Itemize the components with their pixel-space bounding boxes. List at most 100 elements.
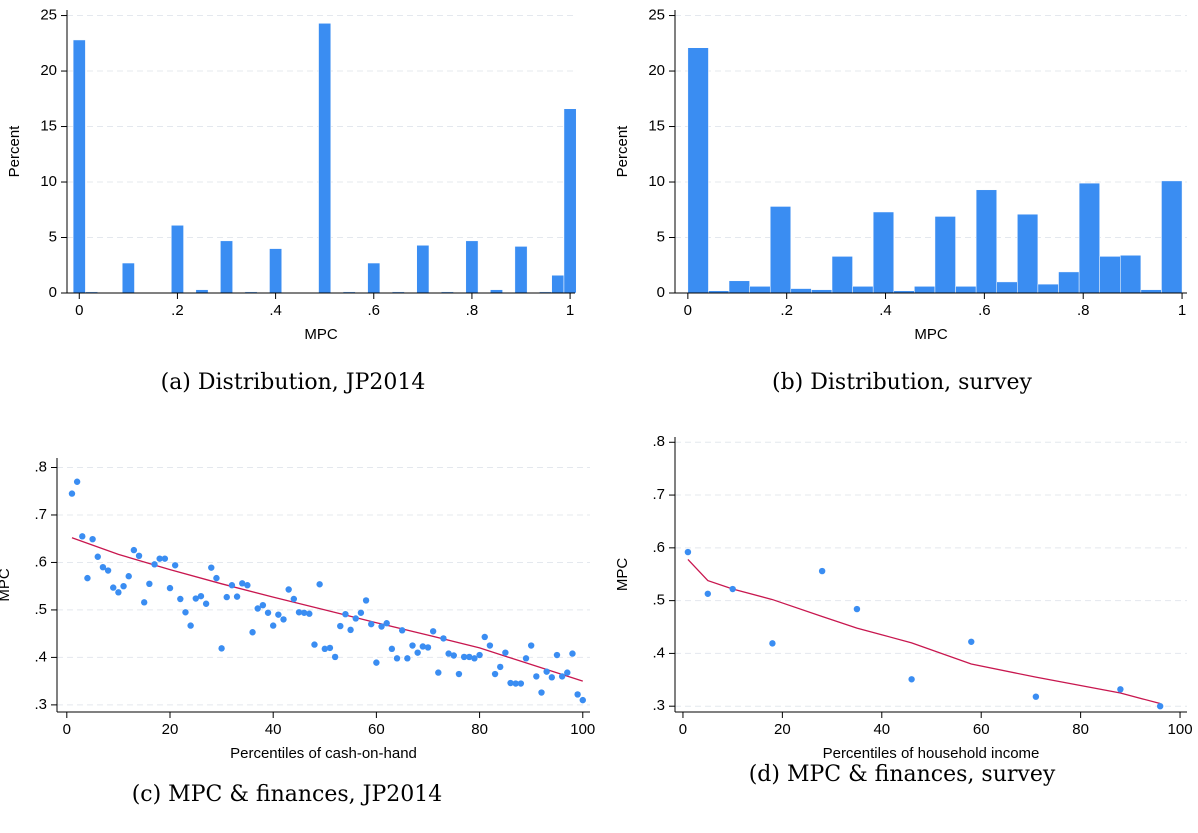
bar: [749, 286, 771, 294]
bar: [171, 225, 184, 294]
point: [378, 623, 385, 630]
point: [548, 674, 556, 681]
point: [68, 490, 76, 497]
point: [295, 609, 303, 616]
bar: [1120, 255, 1142, 294]
point: [491, 670, 499, 678]
y-tick-label: 25: [648, 7, 665, 24]
point: [130, 546, 138, 554]
y-tick-label: 25: [40, 7, 57, 24]
y-tick-label: 10: [40, 173, 57, 190]
y-tick-label: .3: [652, 697, 665, 714]
point: [244, 582, 251, 589]
x-tick-label: 20: [162, 721, 179, 738]
y-axis-label: MPC: [614, 558, 631, 592]
point: [182, 609, 189, 616]
point: [481, 633, 488, 641]
y-tick-label: .4: [652, 644, 665, 661]
point: [306, 610, 313, 617]
point: [383, 620, 390, 627]
bar: [563, 108, 577, 294]
point: [455, 670, 463, 678]
x-tick-label: .6: [978, 302, 991, 319]
y-tick-label: 15: [648, 117, 665, 134]
point: [569, 650, 576, 657]
point: [156, 555, 163, 562]
point: [228, 582, 236, 589]
x-axis-label: MPC: [304, 326, 338, 343]
point: [223, 593, 230, 601]
point: [89, 535, 96, 543]
x-tick-label: 1: [1178, 302, 1186, 319]
bar: [318, 23, 332, 294]
point: [161, 555, 169, 562]
point: [460, 653, 468, 661]
y-tick-label: 5: [657, 228, 665, 245]
point: [445, 650, 452, 657]
x-tick-label: 100: [570, 721, 595, 738]
point: [429, 628, 437, 635]
point: [512, 680, 519, 687]
point: [166, 584, 174, 592]
x-tick-label: 80: [471, 721, 488, 738]
x-tick-label: 100: [1168, 721, 1193, 738]
bar: [367, 262, 381, 294]
y-tick-label: .4: [34, 648, 47, 665]
point: [574, 691, 581, 698]
x-tick-label: 0: [679, 721, 687, 738]
bar: [831, 256, 853, 294]
point: [326, 644, 334, 652]
x-tick-label: 1: [566, 302, 574, 319]
x-tick-label: 60: [973, 721, 990, 738]
bar: [728, 280, 750, 294]
bar: [416, 245, 430, 294]
caption: (c) MPC & finances, JP2014: [132, 782, 443, 807]
y-tick-label: .5: [34, 601, 47, 618]
point: [1156, 702, 1164, 710]
x-tick-label: .8: [1077, 302, 1090, 319]
point: [908, 676, 915, 683]
point: [388, 645, 396, 653]
bar: [996, 281, 1018, 294]
point: [362, 597, 370, 604]
bar: [1017, 213, 1039, 294]
x-tick-label: 40: [873, 721, 890, 738]
point: [393, 655, 401, 662]
fit-line: [687, 559, 1161, 705]
bar: [121, 262, 135, 294]
point: [564, 669, 571, 676]
point: [424, 644, 432, 651]
point: [533, 673, 540, 680]
bar: [72, 39, 86, 294]
point: [398, 627, 406, 634]
point: [280, 616, 287, 623]
bar: [872, 211, 895, 294]
y-tick-label: 15: [40, 117, 57, 134]
point: [115, 589, 122, 596]
point: [337, 622, 344, 630]
x-tick-label: 40: [265, 721, 282, 738]
point: [347, 626, 354, 634]
point: [409, 642, 416, 649]
point: [290, 595, 298, 603]
point: [704, 590, 712, 597]
point: [213, 574, 220, 582]
point: [1117, 686, 1124, 693]
point: [507, 679, 514, 687]
bar: [1037, 283, 1059, 294]
point: [435, 669, 442, 676]
point: [285, 586, 292, 593]
point: [110, 584, 117, 591]
point: [502, 649, 509, 656]
point: [239, 580, 246, 587]
point: [99, 563, 107, 571]
point: [321, 645, 328, 653]
point: [202, 600, 210, 607]
y-axis-label: Percent: [614, 125, 631, 178]
point: [497, 663, 504, 671]
point: [684, 548, 692, 556]
point: [538, 689, 545, 696]
y-tick-label: .6: [652, 539, 665, 556]
